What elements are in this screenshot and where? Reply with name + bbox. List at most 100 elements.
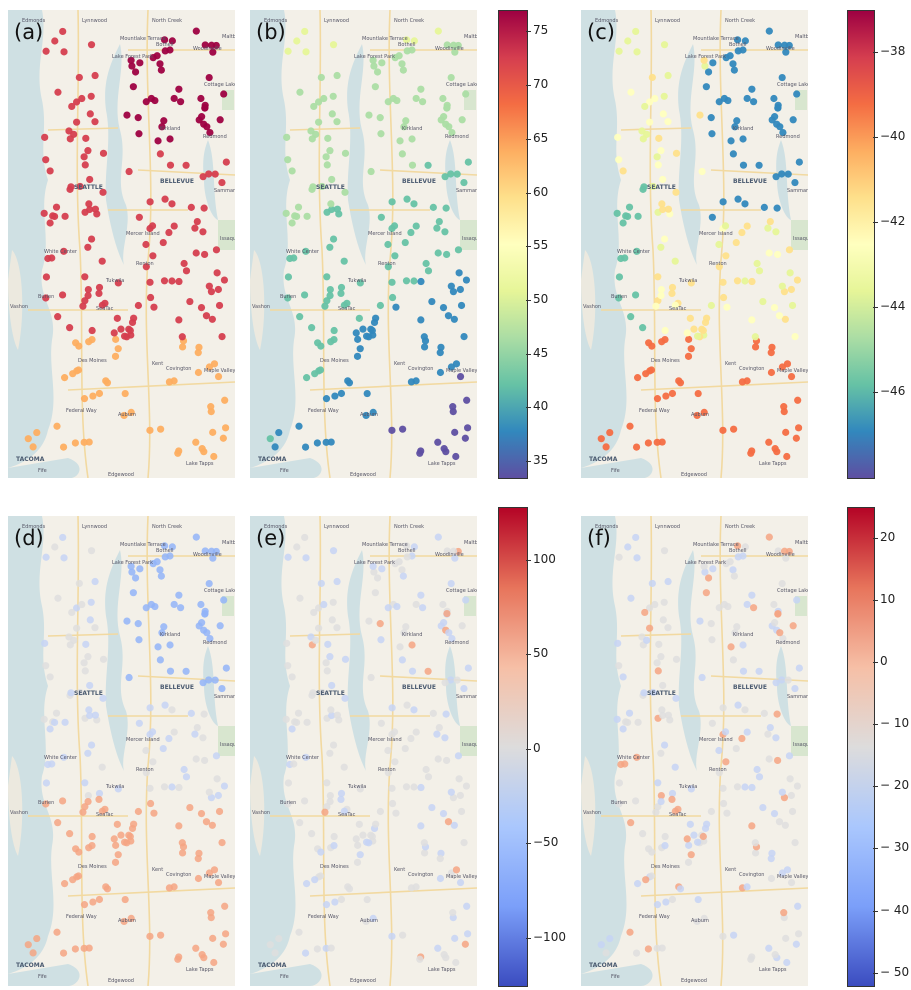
site-marker [198, 619, 206, 627]
site-marker [362, 917, 370, 926]
site-marker [337, 283, 346, 292]
site-marker [142, 263, 150, 271]
site-marker [457, 301, 466, 310]
site-marker [648, 579, 656, 588]
site-marker [428, 803, 436, 812]
site-marker [317, 342, 325, 350]
site-marker [135, 719, 143, 727]
site-marker [284, 273, 293, 281]
site-marker [652, 808, 660, 816]
site-marker [312, 130, 320, 138]
site-marker [376, 301, 384, 310]
map-place-label: Lynnwood [655, 18, 681, 24]
site-marker [719, 799, 728, 808]
site-marker [296, 88, 304, 96]
site-marker [727, 137, 735, 145]
site-marker [748, 85, 756, 93]
colorbar-tick-label: − 40 [880, 902, 910, 917]
site-marker [69, 370, 77, 378]
site-marker [121, 332, 129, 340]
site-marker [195, 849, 203, 857]
site-marker [326, 797, 334, 806]
site-marker [774, 756, 782, 765]
map-place-label: SEATTLE [74, 690, 103, 697]
site-marker [440, 445, 448, 453]
site-marker [208, 315, 216, 323]
map-place-label: Mountlake Terrace [693, 36, 739, 42]
site-marker [182, 667, 190, 675]
site-marker [597, 941, 605, 949]
map-place-label: Mercer Island [126, 231, 160, 237]
site-marker [175, 822, 183, 830]
site-marker [794, 902, 802, 910]
colorbar-tick-label: −40 [880, 129, 906, 144]
map-place-label: Lake Tapps [759, 461, 787, 467]
site-marker [73, 624, 81, 632]
colorbar-tick-label: − 20 [880, 778, 910, 793]
site-marker [284, 294, 292, 302]
site-marker [647, 366, 656, 374]
colorbar-tick-mark [526, 843, 531, 845]
site-marker [625, 709, 634, 717]
site-marker [135, 636, 143, 644]
site-marker [651, 94, 659, 103]
site-marker [708, 130, 716, 138]
site-marker [294, 203, 303, 211]
site-marker [91, 711, 100, 719]
map-place-label: Federal Way [308, 914, 339, 920]
map-place-label: Edgewood [108, 472, 134, 478]
site-marker [463, 902, 471, 910]
site-marker [142, 746, 150, 755]
site-marker [61, 718, 69, 726]
site-marker [369, 56, 377, 64]
site-marker [310, 608, 318, 617]
site-marker [79, 808, 87, 816]
site-marker [445, 123, 453, 131]
site-marker [771, 951, 779, 959]
site-marker [87, 547, 96, 555]
site-marker [331, 392, 339, 400]
site-marker [95, 289, 103, 298]
site-marker [71, 439, 79, 447]
site-marker [453, 676, 461, 684]
colorbar-tick-label: − 30 [880, 840, 910, 855]
site-marker [759, 297, 767, 306]
map-place-label: Edmonds [22, 18, 46, 24]
site-marker [791, 684, 799, 693]
site-marker [449, 547, 458, 555]
site-marker [676, 379, 685, 387]
site-marker [205, 788, 213, 796]
site-marker [410, 706, 418, 714]
site-marker [686, 820, 694, 828]
site-marker [213, 269, 221, 277]
site-marker [378, 59, 386, 67]
colorbar-tick-label: 45 [533, 345, 549, 360]
site-marker [292, 718, 301, 727]
site-marker [668, 389, 677, 398]
site-marker [660, 235, 669, 243]
site-marker [463, 930, 472, 938]
site-marker [211, 676, 219, 684]
site-marker [778, 579, 786, 588]
site-marker [441, 734, 449, 742]
map-place-label: Kent [394, 867, 406, 873]
site-marker [284, 156, 292, 164]
site-marker [693, 411, 701, 420]
site-marker [765, 249, 773, 257]
site-marker [462, 596, 470, 604]
site-marker [86, 711, 94, 720]
map-place-label: TACOMA [589, 962, 618, 969]
site-marker [787, 878, 796, 887]
colorbar-tick-label: 0 [533, 740, 541, 755]
site-marker [424, 161, 432, 169]
site-marker [780, 403, 788, 411]
site-marker [791, 178, 799, 187]
site-marker [453, 170, 461, 178]
site-marker [702, 83, 710, 91]
panel-label: (f) [587, 526, 611, 550]
site-marker [125, 167, 133, 176]
site-marker [178, 839, 186, 847]
colorbar-tick-mark [526, 460, 531, 462]
site-marker [266, 435, 274, 443]
site-marker [639, 324, 647, 332]
